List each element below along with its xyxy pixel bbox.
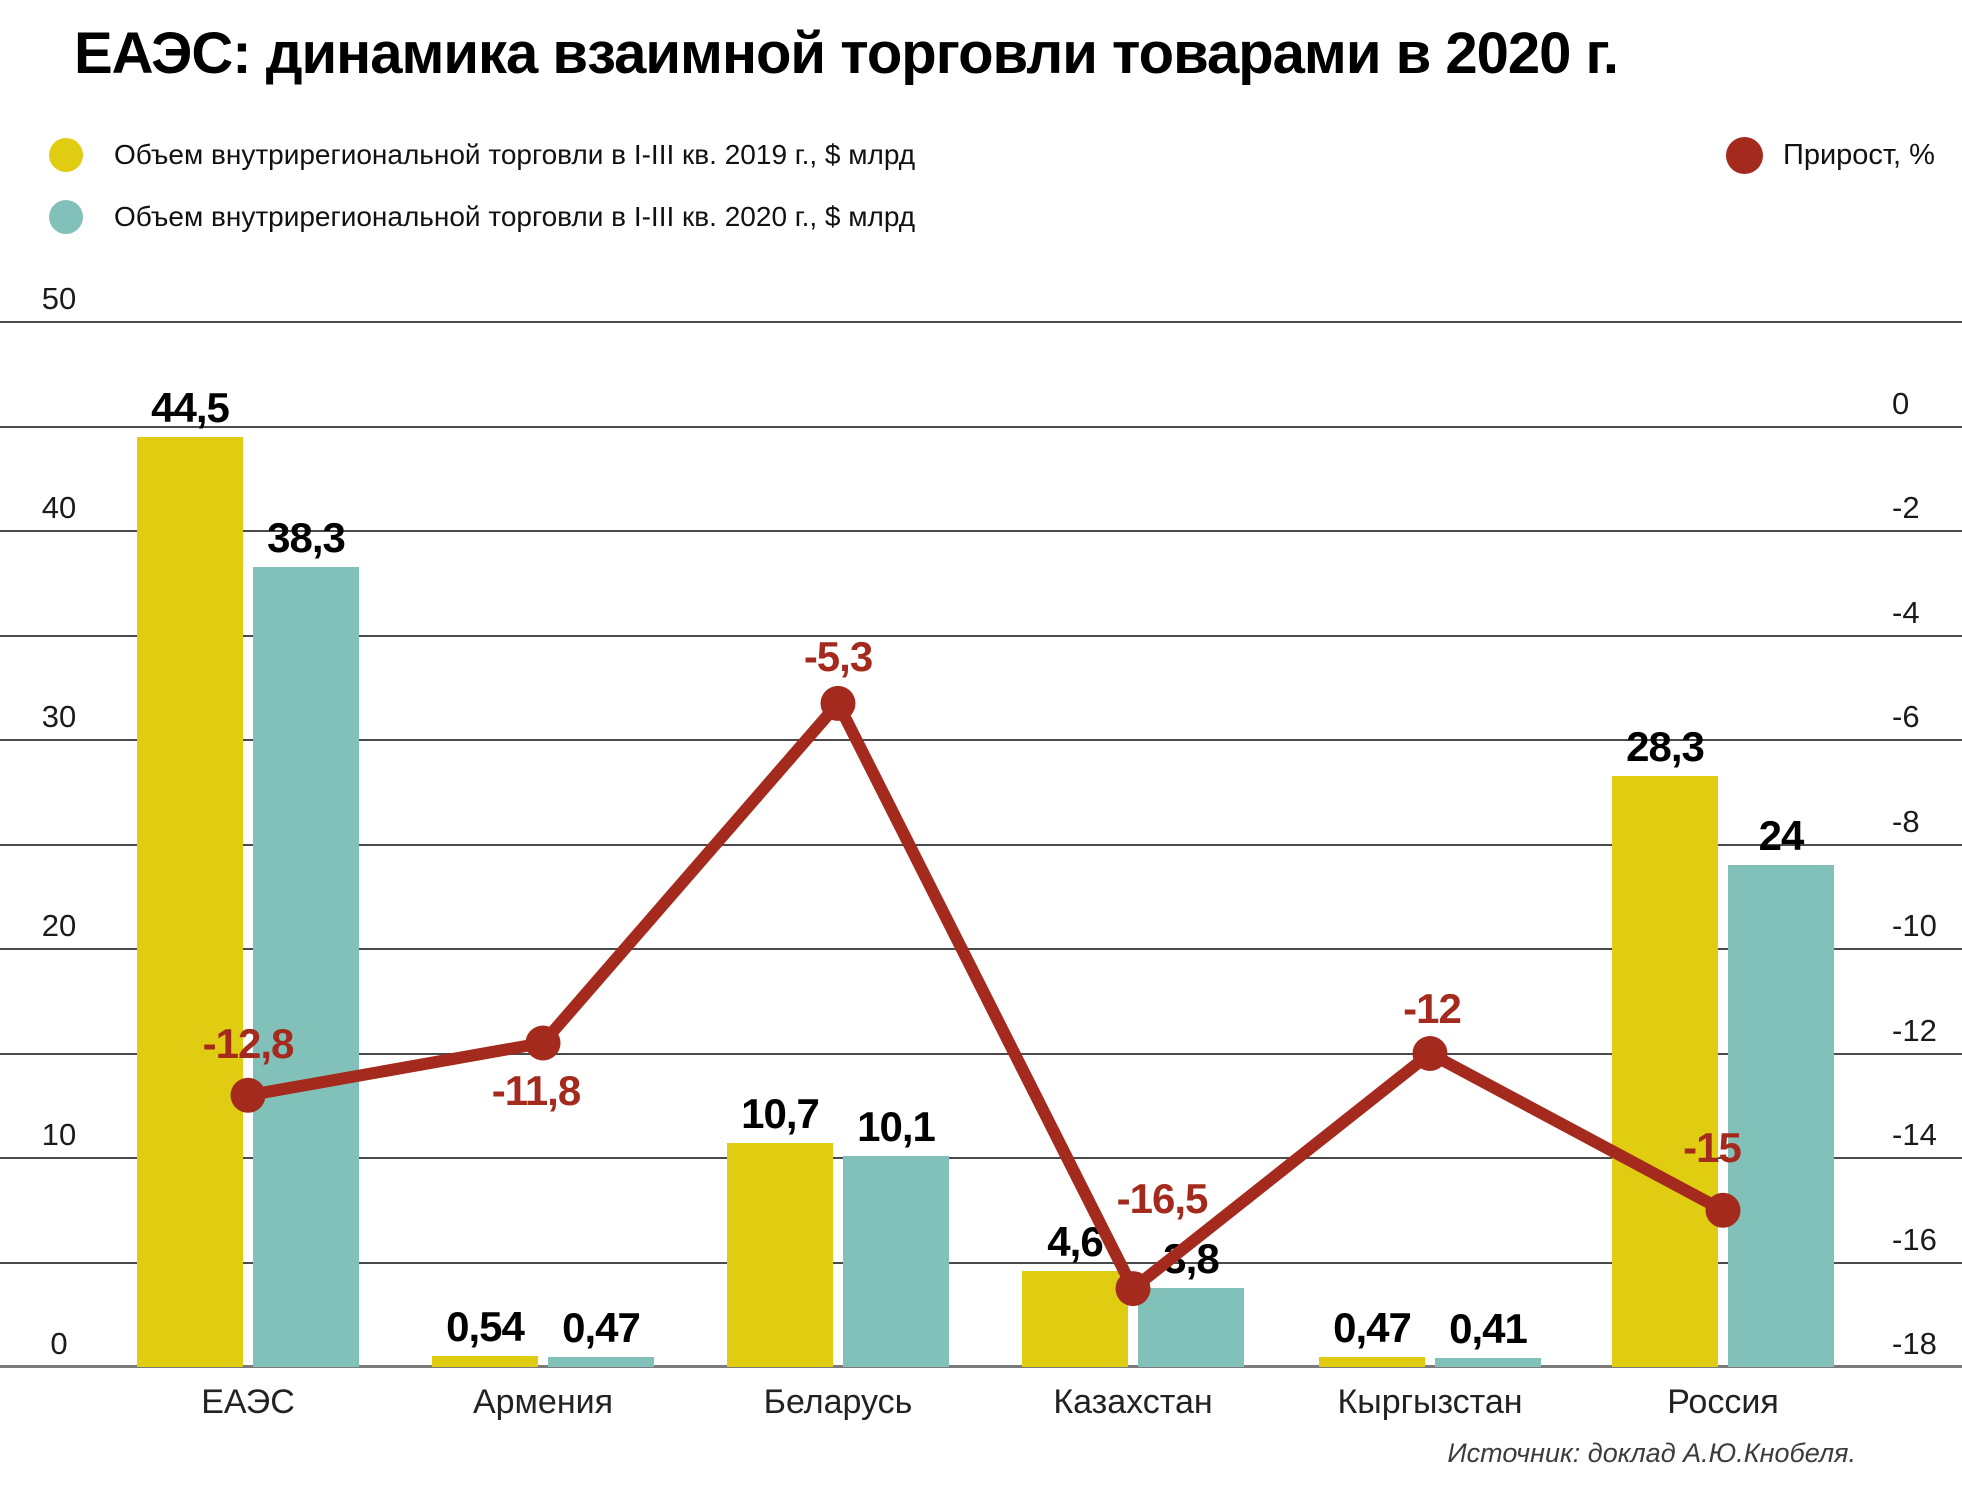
gridline (0, 426, 1962, 428)
growth-value-label: -15 (1683, 1124, 1742, 1171)
growth-value-label: -11,8 (491, 1067, 581, 1114)
right-axis-tick: -8 (1892, 804, 1920, 839)
bar-2020 (1728, 865, 1834, 1367)
right-axis-tick: -18 (1892, 1326, 1937, 1361)
bar-2020 (1138, 1288, 1244, 1367)
legend-label-2020: Объем внутрирегиональной торговли в I-II… (114, 201, 916, 232)
bar-value-2020: 10,1 (857, 1103, 936, 1150)
category-label: Россия (1667, 1383, 1779, 1421)
category-label: Армения (472, 1383, 614, 1421)
left-axis-tick: 0 (50, 1326, 68, 1361)
gridline (0, 844, 1962, 846)
category-label: Кыргызстан (1337, 1383, 1523, 1421)
bar-2019 (137, 437, 243, 1367)
bar-2020 (1435, 1358, 1541, 1367)
left-axis-tick: 50 (41, 281, 77, 316)
left-axis-tick: 40 (41, 490, 77, 525)
bar-2020 (843, 1156, 949, 1367)
bar-value-2020: 0,47 (562, 1304, 641, 1351)
growth-value-label: -12,8 (202, 1020, 295, 1067)
left-axis-tick: 20 (41, 908, 77, 943)
bar-2020 (548, 1357, 654, 1367)
growth-point (1705, 1192, 1741, 1228)
legend-swatch-growth-icon (1726, 137, 1763, 174)
right-axis-tick: -10 (1892, 908, 1937, 943)
bar-value-2020: 24 (1758, 812, 1805, 859)
right-axis-tick: -6 (1892, 699, 1920, 734)
gridline (0, 739, 1962, 741)
legend-item-2019: Объем внутрирегиональной торговли в I-II… (49, 138, 915, 172)
legend-swatch-2019-icon (49, 138, 83, 172)
bar-value-2019: 28,3 (1626, 723, 1705, 770)
gridline (0, 948, 1962, 950)
bar-2019 (1022, 1271, 1128, 1367)
gridline (0, 530, 1962, 532)
right-axis-tick: 0 (1892, 386, 1910, 421)
legend-swatch-2020-icon (49, 200, 83, 234)
growth-point (1115, 1271, 1151, 1307)
bar-2020 (253, 567, 359, 1367)
growth-point (525, 1025, 561, 1061)
growth-value-label: -5,3 (803, 633, 873, 680)
bar-2019 (1319, 1357, 1425, 1367)
growth-value-label: -16,5 (1116, 1175, 1209, 1222)
left-axis-tick: 10 (41, 1117, 77, 1152)
legend-item-2020: Объем внутрирегиональной торговли в I-II… (49, 200, 915, 234)
gridline (0, 321, 1962, 323)
bar-2019 (727, 1143, 833, 1367)
bar-value-2019: 4,6 (1047, 1218, 1103, 1265)
bar-value-2020: 38,3 (267, 514, 346, 561)
bar-value-2019: 0,47 (1333, 1304, 1412, 1351)
right-axis-tick: -4 (1892, 595, 1920, 630)
source-note: Источник: доклад А.Ю.Кнобеля. (1447, 1438, 1856, 1468)
gridline (0, 635, 1962, 637)
bar-2019 (432, 1356, 538, 1367)
growth-point (1412, 1036, 1448, 1071)
legend-label-2019: Объем внутрирегиональной торговли в I-II… (114, 139, 916, 170)
category-label: Казахстан (1053, 1383, 1213, 1421)
growth-value-label: -12 (1403, 985, 1462, 1032)
right-axis-tick: -2 (1892, 490, 1920, 525)
right-axis-tick: -14 (1892, 1117, 1937, 1152)
left-axis-tick: 30 (41, 699, 77, 734)
growth-point (230, 1077, 266, 1113)
right-axis-tick: -12 (1892, 1013, 1937, 1048)
bar-value-2019: 10,7 (741, 1090, 820, 1137)
legend-item-growth: Прирост, % (1726, 137, 1935, 174)
bar-value-2019: 44,5 (151, 384, 230, 431)
category-label: Беларусь (763, 1383, 913, 1421)
chart-title: ЕАЭС: динамика взаимной торговли товарам… (74, 21, 1619, 86)
legend-label-growth: Прирост, % (1783, 139, 1935, 171)
bar-2019 (1612, 776, 1718, 1367)
bar-value-2020: 0,41 (1449, 1305, 1528, 1352)
gridline (0, 1157, 1962, 1159)
growth-line (246, 697, 1726, 1295)
gridline (0, 1053, 1962, 1055)
bar-value-2019: 0,54 (446, 1303, 525, 1350)
right-axis-tick: -16 (1892, 1222, 1937, 1257)
growth-point (820, 685, 856, 721)
x-axis-baseline (0, 1365, 1962, 1368)
category-label: ЕАЭС (201, 1383, 295, 1421)
gridline (0, 1262, 1962, 1264)
